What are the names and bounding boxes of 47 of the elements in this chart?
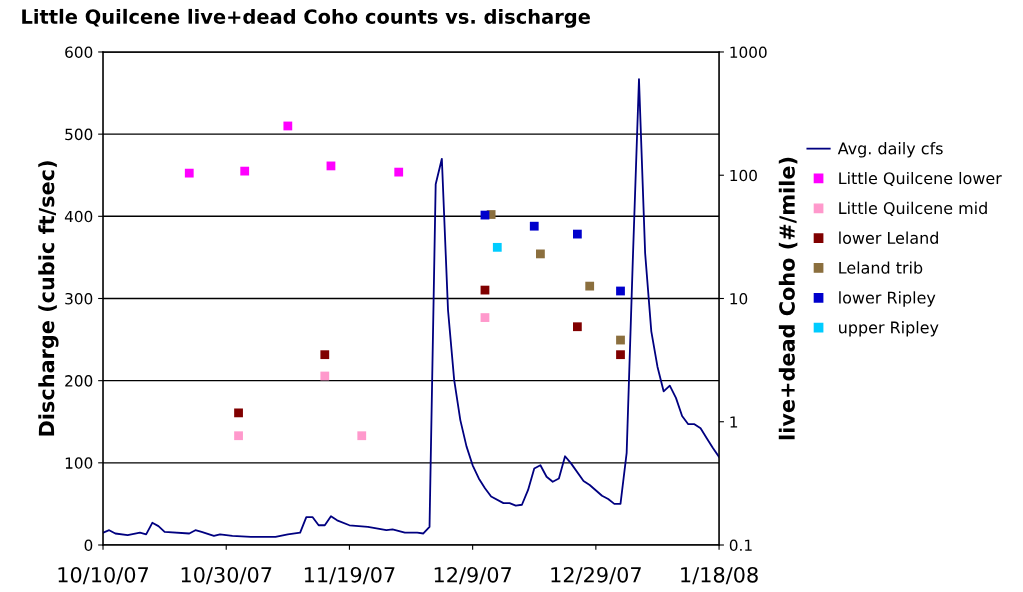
y2-tick-label: 1 [730, 416, 738, 428]
point [585, 281, 595, 291]
point [616, 350, 625, 360]
legend-label: Leland trib [839, 261, 923, 274]
y-axis-title: Discharge (cubic ft/sec) [38, 161, 59, 436]
legend-label: Little Quilcene lower [839, 171, 1002, 187]
point [320, 350, 330, 360]
y-tick-label: 100 [65, 457, 93, 469]
y-tick-label: 600 [65, 46, 93, 58]
point [320, 371, 330, 381]
point [529, 221, 539, 231]
x-tick-label: 12/9/07 [434, 566, 512, 585]
point [480, 313, 490, 322]
point [572, 229, 582, 239]
point [616, 286, 625, 296]
y-tick-label: 500 [65, 128, 93, 141]
y2-tick-label: 10 [730, 292, 748, 305]
x-tick-label: 1/18/08 [681, 566, 758, 585]
y-tick-label: 200 [65, 375, 93, 387]
point [572, 322, 582, 332]
y2-tick-label: 100 [730, 169, 757, 182]
point [536, 249, 545, 259]
x-tick-label: 10/30/07 [181, 566, 272, 585]
y2-axis-title: live+dead Coho (#/mile) [778, 157, 798, 440]
point [234, 431, 243, 441]
point [357, 431, 367, 441]
y-tick-label: 300 [65, 292, 93, 305]
legend-label: Little Quilcene mid [839, 201, 987, 216]
legend-label: lower Leland [839, 231, 938, 244]
y2-tick-label: 1000 [730, 46, 767, 58]
legend-label: upper Ripley [839, 321, 939, 337]
y-tick-label: 0 [84, 539, 93, 552]
x-tick-label: 10/10/07 [58, 566, 149, 585]
y2-tick-label: 0.1 [729, 539, 752, 552]
point [234, 408, 243, 418]
x-tick-label: 11/19/07 [304, 566, 395, 585]
point [394, 167, 404, 177]
point [492, 242, 502, 252]
point [616, 335, 625, 345]
point [184, 168, 194, 178]
x-tick-label: 12/29/07 [551, 566, 641, 585]
point [283, 121, 293, 131]
legend-label: Avg. daily cfs [837, 142, 943, 158]
legend-label: lower Ripley [839, 291, 936, 307]
chart-title: Little Quilcene live+dead Coho counts vs. discharge [22, 8, 590, 28]
y-tick-label: 400 [64, 210, 93, 223]
point [240, 166, 250, 176]
